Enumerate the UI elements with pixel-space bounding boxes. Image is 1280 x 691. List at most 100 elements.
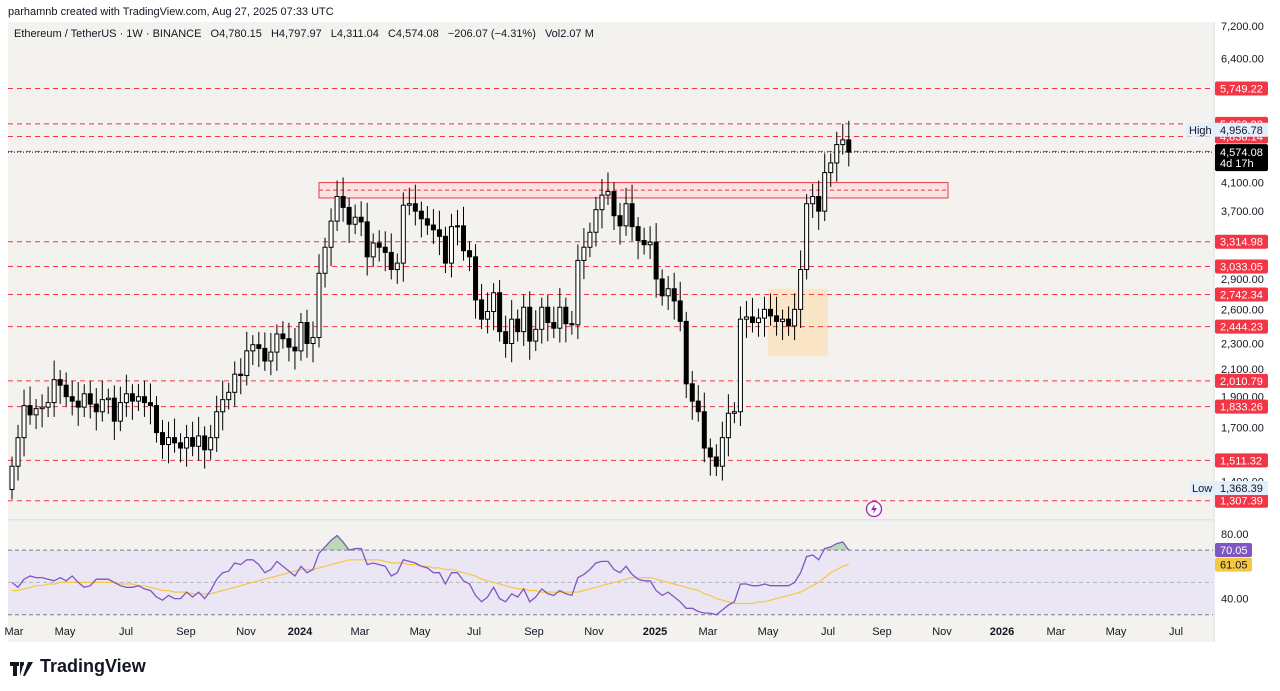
x-tick-label: Mar bbox=[1047, 626, 1066, 638]
candle-body bbox=[846, 139, 852, 153]
candle-body bbox=[262, 347, 268, 362]
candle-body bbox=[677, 300, 683, 322]
demand-zone bbox=[768, 288, 828, 356]
x-tick-label: Nov bbox=[236, 626, 256, 638]
x-tick-label: 2024 bbox=[288, 626, 313, 638]
symbol-name[interactable]: Ethereum / TetherUS · 1W · BINANCE bbox=[14, 28, 202, 40]
x-tick-label: May bbox=[758, 626, 779, 638]
candle-body bbox=[593, 209, 599, 233]
candle-body bbox=[430, 224, 436, 231]
candle-body bbox=[21, 405, 27, 439]
chart-attribution: parhamnb created with TradingView.com, A… bbox=[8, 6, 334, 18]
candle-body bbox=[762, 308, 767, 319]
candle-body bbox=[340, 196, 346, 208]
candle-body bbox=[635, 226, 641, 241]
candle-body bbox=[388, 251, 394, 271]
candle-body bbox=[9, 465, 15, 490]
x-tick-label: Jul bbox=[1169, 626, 1183, 638]
candle-body bbox=[292, 346, 298, 352]
y-tick-label: 6,400.00 bbox=[1221, 54, 1264, 66]
high-value-box bbox=[1215, 122, 1268, 137]
tradingview-footer[interactable]: TradingView bbox=[10, 656, 146, 677]
level-label: 1,511.32 bbox=[1220, 455, 1262, 467]
y-tick-label: 7,200.00 bbox=[1221, 21, 1264, 33]
rsi-tick-label: 80.00 bbox=[1221, 529, 1249, 541]
candle-body bbox=[352, 216, 358, 225]
candle-body bbox=[623, 203, 629, 227]
candle-body bbox=[424, 218, 430, 226]
candle-body bbox=[370, 242, 376, 258]
level-label-box bbox=[1215, 319, 1268, 334]
candle-body bbox=[473, 256, 479, 301]
tradingview-logo-icon bbox=[10, 660, 34, 676]
candle-body bbox=[298, 322, 304, 352]
candle-body bbox=[394, 262, 400, 271]
x-tick-label: May bbox=[55, 626, 76, 638]
candle-body bbox=[689, 383, 695, 402]
low-tag-box bbox=[1189, 481, 1213, 496]
candle-body bbox=[166, 437, 172, 446]
candle-body bbox=[828, 162, 834, 174]
candle-body bbox=[509, 318, 515, 345]
candle-body bbox=[569, 323, 575, 326]
last-price-label: 4,574.08 bbox=[1220, 147, 1263, 159]
candle-body bbox=[647, 241, 653, 246]
legend-open: O4,780.15 bbox=[210, 28, 262, 40]
x-tick-label: Nov bbox=[584, 626, 604, 638]
candle-body bbox=[755, 317, 761, 324]
candle-body bbox=[57, 379, 63, 386]
candle-body bbox=[701, 411, 707, 449]
candle-body bbox=[39, 406, 45, 410]
candle-body bbox=[412, 203, 418, 212]
candle-body bbox=[810, 196, 816, 205]
candle-body bbox=[51, 379, 57, 404]
candle-body bbox=[45, 402, 51, 408]
x-tick-label: Sep bbox=[872, 626, 892, 638]
candle-body bbox=[214, 411, 220, 439]
high-tag: High bbox=[1189, 125, 1212, 137]
candle-body bbox=[190, 437, 196, 447]
level-label: 2,010.79 bbox=[1220, 376, 1263, 388]
y-tick-label: 2,300.00 bbox=[1221, 339, 1264, 351]
candle-body bbox=[196, 435, 202, 447]
high-tag-box bbox=[1186, 122, 1213, 137]
x-tick-label: May bbox=[410, 626, 431, 638]
candle-body bbox=[304, 322, 310, 345]
candle-body bbox=[316, 272, 322, 339]
candle-body bbox=[75, 400, 81, 408]
candle-body bbox=[780, 318, 786, 322]
candle-body bbox=[461, 225, 466, 252]
time-axis-background bbox=[8, 618, 1213, 642]
candle-body bbox=[707, 447, 713, 458]
countdown-label: 4d 17h bbox=[1220, 158, 1254, 170]
candle-body bbox=[683, 320, 689, 385]
candle-body bbox=[268, 351, 274, 362]
candle-body bbox=[599, 194, 605, 211]
candle-body bbox=[467, 250, 473, 258]
candle-body bbox=[641, 239, 647, 246]
candle-body bbox=[334, 196, 340, 222]
candle-body bbox=[743, 316, 749, 320]
candle-body bbox=[442, 235, 448, 264]
rsi-line bbox=[11, 534, 850, 616]
candle-body bbox=[629, 203, 635, 228]
level-label: 5,749.22 bbox=[1220, 83, 1263, 95]
x-tick-label: 2025 bbox=[643, 626, 667, 638]
candle-body bbox=[286, 338, 292, 348]
candle-body bbox=[768, 308, 774, 317]
candle-body bbox=[527, 306, 533, 342]
candle-body bbox=[659, 278, 665, 297]
candle-body bbox=[834, 144, 840, 164]
candle-body bbox=[178, 442, 184, 449]
symbol-legend: Ethereum / TetherUS · 1W · BINANCE O4,78… bbox=[14, 28, 600, 40]
candle-body bbox=[605, 191, 611, 196]
candle-body bbox=[804, 203, 810, 271]
candle-body bbox=[725, 412, 731, 439]
candle-body bbox=[533, 328, 539, 342]
candle-body bbox=[503, 331, 509, 345]
candle-body bbox=[147, 402, 153, 407]
level-label: 3,033.05 bbox=[1220, 261, 1263, 273]
rsi-value-label: 61.05 bbox=[1220, 560, 1248, 572]
candle-body bbox=[117, 402, 123, 422]
